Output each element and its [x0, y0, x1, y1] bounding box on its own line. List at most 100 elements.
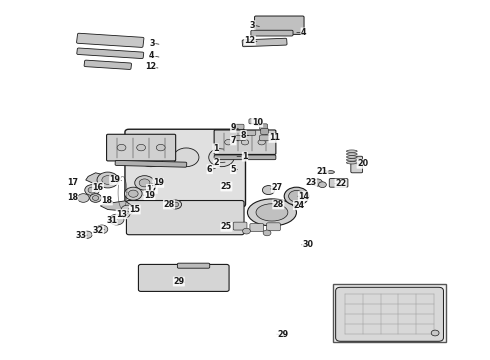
FancyBboxPatch shape	[351, 156, 363, 173]
FancyBboxPatch shape	[77, 48, 144, 59]
Ellipse shape	[247, 199, 296, 226]
Circle shape	[243, 228, 250, 234]
FancyBboxPatch shape	[249, 119, 263, 124]
Circle shape	[284, 187, 309, 205]
Text: 33: 33	[75, 231, 86, 240]
FancyBboxPatch shape	[251, 30, 293, 36]
FancyBboxPatch shape	[234, 135, 246, 140]
Ellipse shape	[346, 161, 357, 164]
FancyBboxPatch shape	[115, 161, 187, 167]
Text: 18: 18	[67, 194, 78, 202]
Text: 7: 7	[230, 136, 236, 145]
Text: 20: 20	[357, 159, 368, 168]
Text: 19: 19	[110, 175, 121, 184]
FancyBboxPatch shape	[267, 223, 280, 231]
Bar	[333, 284, 446, 342]
FancyBboxPatch shape	[255, 120, 263, 126]
FancyBboxPatch shape	[84, 60, 131, 69]
Text: 8: 8	[241, 130, 246, 139]
Ellipse shape	[109, 214, 124, 225]
Text: 21: 21	[317, 167, 328, 176]
Text: 28: 28	[164, 200, 174, 209]
FancyBboxPatch shape	[214, 155, 276, 160]
Text: 25: 25	[221, 222, 232, 231]
FancyBboxPatch shape	[260, 135, 272, 141]
Ellipse shape	[156, 144, 165, 151]
Ellipse shape	[121, 205, 134, 215]
Ellipse shape	[96, 225, 108, 234]
Text: 12: 12	[145, 63, 156, 72]
Text: 3: 3	[249, 21, 255, 30]
Ellipse shape	[241, 140, 249, 145]
Circle shape	[313, 179, 322, 186]
Ellipse shape	[82, 231, 92, 238]
Text: 19: 19	[144, 191, 155, 199]
Text: 6: 6	[207, 165, 213, 174]
FancyBboxPatch shape	[233, 124, 244, 129]
Ellipse shape	[346, 156, 357, 158]
Ellipse shape	[258, 140, 266, 145]
FancyBboxPatch shape	[260, 124, 268, 130]
Circle shape	[97, 172, 119, 188]
Text: 4: 4	[301, 28, 307, 37]
Circle shape	[85, 185, 99, 195]
Ellipse shape	[346, 150, 357, 153]
Circle shape	[263, 186, 274, 194]
Ellipse shape	[120, 211, 130, 218]
FancyBboxPatch shape	[255, 16, 304, 34]
Circle shape	[138, 148, 164, 167]
Ellipse shape	[346, 158, 357, 161]
FancyBboxPatch shape	[177, 263, 210, 268]
Text: 30: 30	[302, 240, 313, 249]
Text: 31: 31	[106, 216, 117, 225]
FancyBboxPatch shape	[214, 130, 276, 154]
Circle shape	[173, 148, 199, 167]
Text: 32: 32	[93, 226, 103, 235]
Ellipse shape	[137, 144, 146, 151]
FancyBboxPatch shape	[261, 129, 269, 134]
Text: 3: 3	[149, 39, 155, 48]
Text: 10: 10	[252, 118, 263, 127]
Text: 1: 1	[213, 144, 219, 153]
Circle shape	[263, 230, 271, 236]
Text: 29: 29	[173, 277, 184, 286]
FancyBboxPatch shape	[138, 264, 229, 292]
Circle shape	[90, 194, 101, 202]
FancyBboxPatch shape	[244, 130, 256, 135]
Text: 29: 29	[277, 330, 288, 339]
FancyBboxPatch shape	[126, 201, 244, 235]
FancyBboxPatch shape	[250, 224, 264, 231]
Circle shape	[431, 330, 439, 336]
FancyBboxPatch shape	[125, 129, 245, 207]
Polygon shape	[100, 201, 131, 211]
Text: 2: 2	[214, 158, 220, 167]
Text: 14: 14	[298, 192, 309, 201]
Text: 16: 16	[93, 183, 103, 192]
Text: 5: 5	[230, 165, 236, 174]
Text: 18: 18	[101, 196, 112, 205]
Text: 28: 28	[273, 200, 284, 209]
FancyBboxPatch shape	[329, 179, 348, 187]
Circle shape	[172, 202, 178, 207]
Text: 9: 9	[230, 123, 236, 132]
Text: 4: 4	[149, 51, 155, 60]
Text: 12: 12	[245, 36, 255, 45]
Ellipse shape	[224, 140, 232, 145]
Text: 15: 15	[129, 205, 140, 214]
Ellipse shape	[346, 153, 357, 155]
Circle shape	[289, 190, 304, 202]
Ellipse shape	[117, 144, 126, 151]
Polygon shape	[86, 173, 105, 184]
Ellipse shape	[256, 204, 288, 221]
Text: 23: 23	[306, 178, 317, 187]
Text: 27: 27	[271, 184, 282, 192]
FancyBboxPatch shape	[242, 38, 287, 47]
Text: 25: 25	[221, 182, 232, 191]
FancyBboxPatch shape	[336, 287, 443, 341]
FancyBboxPatch shape	[106, 134, 175, 161]
Text: 17: 17	[147, 184, 157, 194]
Text: 22: 22	[335, 179, 346, 188]
Circle shape	[128, 190, 138, 197]
Text: 17: 17	[67, 178, 78, 187]
Circle shape	[88, 187, 96, 193]
